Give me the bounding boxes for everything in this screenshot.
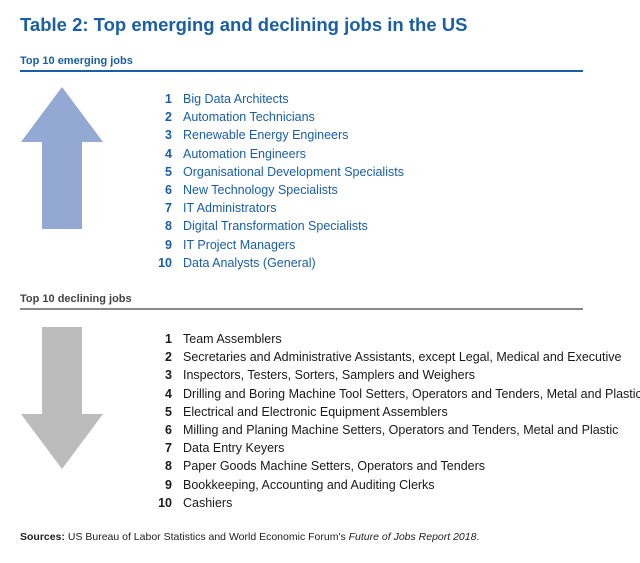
job-title: Data Analysts (General) bbox=[183, 255, 316, 270]
list-item: 7 Data Entry Keyers bbox=[154, 439, 640, 457]
list-item: 5 Organisational Development Specialists bbox=[154, 163, 404, 181]
emerging-jobs-list: 1 Big Data Architects 2 Automation Technici… bbox=[154, 90, 404, 272]
job-title: IT Project Managers bbox=[183, 237, 296, 252]
emerging-divider bbox=[20, 70, 583, 72]
job-title: Renewable Energy Engineers bbox=[183, 128, 349, 143]
rank-number: 1 bbox=[165, 92, 172, 106]
rank-number: 3 bbox=[165, 368, 172, 383]
job-title: Digital Transformation Specialists bbox=[183, 219, 368, 234]
rank-number: 7 bbox=[165, 441, 172, 456]
rank-number: 7 bbox=[165, 201, 172, 216]
job-title: New Technology Specialists bbox=[183, 182, 338, 197]
job-title: Big Data Architects bbox=[183, 92, 289, 106]
list-item: 10 Cashiers bbox=[154, 494, 640, 512]
list-item: 1 Team Assemblers bbox=[154, 330, 640, 348]
list-item: 10 Data Analysts (General) bbox=[154, 254, 404, 272]
list-item: 8 Paper Goods Machine Setters, Operators … bbox=[154, 457, 640, 475]
job-title: Bookkeeping, Accounting and Auditing Cle… bbox=[183, 477, 435, 492]
rank-number: 6 bbox=[165, 182, 172, 197]
rank-number: 5 bbox=[165, 404, 172, 419]
job-title: Secretaries and Administrative Assistant… bbox=[183, 350, 622, 365]
list-item: 4 Automation Engineers bbox=[154, 145, 404, 163]
rank-number: 9 bbox=[165, 237, 172, 252]
rank-number: 4 bbox=[165, 386, 172, 401]
job-title: Team Assemblers bbox=[183, 332, 282, 346]
list-item: 6 Milling and Planing Machine Setters, Op… bbox=[154, 421, 640, 439]
sources-end: . bbox=[476, 531, 480, 543]
list-item: 5 Electrical and Electronic Equipment Ass… bbox=[154, 403, 640, 421]
list-item: 2 Secretaries and Administrative Assistan… bbox=[154, 348, 640, 366]
job-title: Milling and Planing Machine Setters, Ope… bbox=[183, 422, 619, 437]
job-title: Automation Engineers bbox=[183, 146, 306, 161]
table-title: Table 2: Top emerging and declining jobs… bbox=[20, 14, 468, 35]
arrow-down-icon bbox=[21, 327, 103, 469]
job-title: Paper Goods Machine Setters, Operators a… bbox=[183, 459, 486, 474]
rank-number: 8 bbox=[165, 219, 172, 234]
list-item: 6 New Technology Specialists bbox=[154, 181, 404, 199]
list-item: 3 Renewable Energy Engineers bbox=[154, 126, 404, 144]
sources-label: Sources: bbox=[20, 531, 65, 543]
arrow-up-icon bbox=[21, 87, 103, 229]
rank-number: 5 bbox=[165, 164, 172, 179]
list-item: 4 Drilling and Boring Machine Tool Setter… bbox=[154, 385, 640, 403]
list-item: 2 Automation Technicians bbox=[154, 108, 404, 126]
job-title: Organisational Development Specialists bbox=[183, 164, 404, 179]
rank-number: 10 bbox=[158, 495, 172, 510]
list-item: 7 IT Administrators bbox=[154, 199, 404, 217]
sources-note: Sources: US Bureau of Labor Statistics a… bbox=[20, 531, 479, 543]
rank-number: 4 bbox=[165, 146, 172, 161]
job-title: Data Entry Keyers bbox=[183, 441, 285, 456]
rank-number: 2 bbox=[165, 350, 172, 365]
emerging-section-label: Top 10 emerging jobs bbox=[20, 55, 133, 67]
list-item: 8 Digital Transformation Specialists bbox=[154, 217, 404, 235]
list-item: 3 Inspectors, Testers, Sorters, Samplers … bbox=[154, 366, 640, 384]
sources-report-title: Future of Jobs Report 2018 bbox=[348, 531, 477, 543]
rank-number: 10 bbox=[158, 255, 172, 270]
job-title: IT Administrators bbox=[183, 201, 277, 216]
list-item: 1 Big Data Architects bbox=[154, 90, 404, 108]
rank-number: 1 bbox=[165, 332, 172, 346]
job-title: Inspectors, Testers, Sorters, Samplers a… bbox=[183, 368, 476, 383]
rank-number: 3 bbox=[165, 128, 172, 143]
job-title: Drilling and Boring Machine Tool Setters… bbox=[183, 386, 640, 401]
job-title: Automation Technicians bbox=[183, 110, 315, 125]
job-title: Cashiers bbox=[183, 495, 233, 510]
rank-number: 9 bbox=[165, 477, 172, 492]
sources-text: US Bureau of Labor Statistics and World … bbox=[64, 531, 349, 543]
list-item: 9 IT Project Managers bbox=[154, 236, 404, 254]
declining-section-label: Top 10 declining jobs bbox=[20, 293, 132, 305]
list-item: 9 Bookkeeping, Accounting and Auditing Cl… bbox=[154, 476, 640, 494]
rank-number: 8 bbox=[165, 459, 172, 474]
declining-divider bbox=[20, 308, 583, 310]
rank-number: 6 bbox=[165, 422, 172, 437]
declining-jobs-list: 1 Team Assemblers 2 Secretaries and Adminis… bbox=[154, 330, 640, 512]
job-title: Electrical and Electronic Equipment Asse… bbox=[183, 404, 448, 419]
rank-number: 2 bbox=[165, 110, 172, 125]
